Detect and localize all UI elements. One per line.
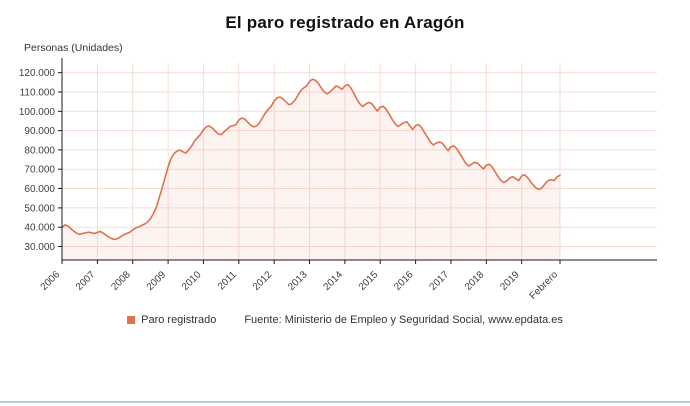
svg-text:2017: 2017 xyxy=(428,269,452,293)
svg-text:2013: 2013 xyxy=(286,269,310,293)
svg-text:2014: 2014 xyxy=(322,269,346,293)
y-axis-label: Personas (Unidades) xyxy=(24,42,123,54)
svg-text:Febrero: Febrero xyxy=(528,269,561,302)
svg-text:2015: 2015 xyxy=(357,269,381,293)
chart-title: El paro registrado en Aragón xyxy=(225,13,465,32)
svg-text:30.000: 30.000 xyxy=(24,242,55,253)
svg-text:2007: 2007 xyxy=(74,269,98,293)
svg-text:40.000: 40.000 xyxy=(24,223,55,234)
svg-text:2008: 2008 xyxy=(109,269,133,293)
svg-text:100.000: 100.000 xyxy=(19,107,56,118)
svg-text:2009: 2009 xyxy=(145,269,169,293)
svg-text:90.000: 90.000 xyxy=(24,126,55,137)
svg-text:2006: 2006 xyxy=(39,269,63,293)
svg-text:60.000: 60.000 xyxy=(24,184,55,195)
svg-text:120.000: 120.000 xyxy=(19,68,56,79)
legend-swatch xyxy=(127,316,136,324)
svg-text:2016: 2016 xyxy=(392,269,416,293)
bottom-accent-bar xyxy=(0,401,690,403)
svg-text:2010: 2010 xyxy=(180,269,204,293)
source-text: Fuente: Ministerio de Empleo y Seguridad… xyxy=(244,314,563,326)
legend-item-paro-registrado[interactable]: Paro registrado xyxy=(127,314,216,326)
svg-text:2018: 2018 xyxy=(463,269,487,293)
svg-text:2011: 2011 xyxy=(216,269,239,292)
svg-text:2012: 2012 xyxy=(251,269,275,293)
svg-text:70.000: 70.000 xyxy=(24,165,55,176)
unemployment-area-chart: 30.000 40.000 50.000 60.000 70.000 80.000 90.0… xyxy=(19,58,657,302)
svg-text:80.000: 80.000 xyxy=(24,145,55,156)
svg-text:50.000: 50.000 xyxy=(24,203,55,214)
legend-label: Paro registrado xyxy=(141,314,217,326)
svg-text:2019: 2019 xyxy=(498,269,522,293)
chart-footer: Paro registrado Fuente: Ministerio de Em… xyxy=(0,314,690,326)
svg-text:110.000: 110.000 xyxy=(20,88,56,99)
